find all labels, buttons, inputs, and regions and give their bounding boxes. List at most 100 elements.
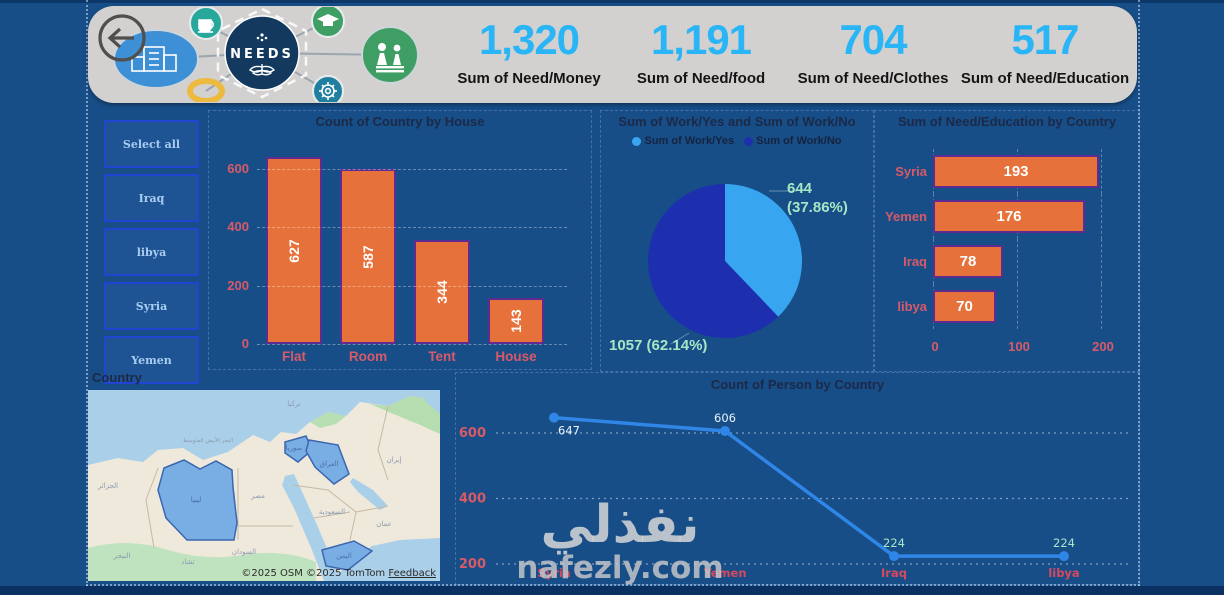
gridline <box>1101 149 1102 194</box>
map-drawing: تركيا سوريا العراق إيران الجزائر ليبيا م… <box>88 390 440 581</box>
bar-plot-area: 627 587 344 143 <box>257 141 557 344</box>
education-bar-chart[interactable]: Sum of Need/Education by Country Syria 19… <box>874 110 1140 372</box>
kpi-label: Sum of Need/Education <box>960 70 1130 87</box>
slicer-item-select-all[interactable]: Select all <box>104 120 199 168</box>
hbar-track: 78 <box>933 239 1131 284</box>
kpi-need-money[interactable]: 1,320 Sum of Need/Money <box>443 16 615 87</box>
kpi-value: 704 <box>839 16 907 63</box>
gridline <box>257 227 567 229</box>
hbar-x-axis: 0 100 200 <box>931 339 1131 355</box>
hbar-row: libya 70 <box>875 284 1131 329</box>
hbar-row: Yemen 176 <box>875 194 1131 239</box>
gridline <box>257 344 567 345</box>
hbar-category-label: Yemen <box>885 209 927 224</box>
kpi-value: 1,191 <box>650 16 752 63</box>
legend-item-yes[interactable]: Sum of Work/Yes <box>632 135 734 147</box>
hbar-track: 70 <box>933 284 1131 329</box>
logo-hexagon <box>216 7 308 99</box>
svg-text:سوريا: سوريا <box>286 444 303 452</box>
y-tick-label: 400 <box>459 492 486 507</box>
bar-room[interactable]: 587 <box>340 169 396 344</box>
pie-label-yes: 644 (37.86%) <box>787 180 848 216</box>
y-tick-label: 200 <box>459 557 486 572</box>
kpi-value: 1,320 <box>478 16 580 63</box>
line-plot-area: 600 400 200 647 606 224 224 Syria Yemen Iraq libya <box>459 411 1128 580</box>
svg-text:عمان: عمان <box>376 520 392 528</box>
kpi-need-food[interactable]: 1,191 Sum of Need/food <box>615 16 787 87</box>
svg-text:السعودية: السعودية <box>319 508 345 516</box>
bar-slot: 143 <box>479 298 553 344</box>
hbar-track: 193 <box>933 149 1131 194</box>
bar-flat[interactable]: 627 <box>266 157 322 344</box>
gear-glyph <box>319 82 337 100</box>
ring-icon <box>187 78 225 102</box>
legend-dot-yes <box>632 136 642 146</box>
y-tick-label: 600 <box>459 426 486 441</box>
back-button[interactable] <box>98 14 146 62</box>
map-canvas[interactable]: تركيا سوريا العراق إيران الجزائر ليبيا م… <box>88 390 440 581</box>
person-line-chart[interactable]: Count of Person by Country 600 400 200 647 6… <box>455 372 1140 585</box>
bar-x-axis: Flat Room Tent House <box>257 349 557 364</box>
house-bar-chart[interactable]: Count of Country by House 627 587 344 143 F… <box>208 110 592 370</box>
bar-house[interactable]: 143 <box>488 298 544 344</box>
hbar-category-label: Iraq <box>903 254 927 269</box>
map-country-yemen <box>321 540 374 571</box>
gridline <box>1101 194 1102 239</box>
pie-slice-sum-of-work-no[interactable] <box>648 184 779 338</box>
bar-value-label: 344 <box>434 280 450 304</box>
slicer-item-yemen[interactable]: Yemen <box>104 336 199 384</box>
pie-label-no: 1057 (62.14%) <box>609 337 708 354</box>
kpi-need-clothes[interactable]: 704 Sum of Need/Clothes <box>787 16 959 87</box>
map-persian-gulf <box>350 478 388 510</box>
svg-text:تركيا: تركيا <box>287 400 300 408</box>
back-arrow-icon <box>107 27 134 49</box>
map-attribution: ©2025 OSM ©2025 TomTom Feedback <box>241 568 436 579</box>
gridline <box>257 285 567 287</box>
line-series <box>553 415 1064 558</box>
legend-item-no[interactable]: Sum of Work/No <box>744 135 842 147</box>
map-country-iraq <box>305 439 350 485</box>
svg-text:النيجر: النيجر <box>113 552 131 560</box>
bar-libya[interactable]: 70 <box>933 290 996 323</box>
kpi-need-education[interactable]: 517 Sum of Need/Education <box>959 16 1131 87</box>
slicer-item-syria[interactable]: Syria <box>104 282 199 330</box>
bar-slot: 344 <box>405 240 479 344</box>
x-category-label: Yemen <box>702 566 746 580</box>
legend-dot-no <box>744 136 754 146</box>
graduation-glyph <box>317 14 339 26</box>
family-glyph <box>376 43 404 73</box>
slicer-item-libya[interactable]: libya <box>104 228 199 276</box>
point-value-label: 647 <box>558 424 580 438</box>
gridline <box>1101 239 1102 284</box>
data-point-syria[interactable] <box>549 412 559 423</box>
bottom-edge-strip <box>0 586 1224 595</box>
work-pie-chart[interactable]: Sum of Work/Yes and Sum of Work/No Sum o… <box>600 110 874 372</box>
kpi-cards: 1,320 Sum of Need/Money 1,191 Sum of Nee… <box>443 16 1131 87</box>
country-slicer: Select all Iraq libya Syria Yemen <box>104 120 199 390</box>
bar-syria[interactable]: 193 <box>933 155 1099 188</box>
y-tick-label: 200 <box>227 277 249 293</box>
map-arabian-sea <box>340 539 440 581</box>
point-value-label: 606 <box>714 411 736 425</box>
data-point-libya[interactable] <box>1059 551 1069 562</box>
bar-iraq[interactable]: 78 <box>933 245 1003 278</box>
map-country-libya <box>157 459 238 541</box>
svg-text:العراق: العراق <box>320 460 339 468</box>
bar-yemen[interactable]: 176 <box>933 200 1085 233</box>
data-point-iraq[interactable] <box>889 551 899 562</box>
svg-text:مصر: مصر <box>250 492 265 500</box>
pie-slice-sum-of-work-yes[interactable] <box>725 184 803 317</box>
header-banner: NEEDS 1,320 Sum of Need/Money 1,191 Sum … <box>88 6 1137 103</box>
slicer-item-iraq[interactable]: Iraq <box>104 174 199 222</box>
map-feedback-link[interactable]: Feedback <box>388 568 436 579</box>
svg-text:ليبيا: ليبيا <box>191 496 202 504</box>
data-point-yemen[interactable] <box>720 426 730 436</box>
bar-tent[interactable]: 344 <box>414 240 470 344</box>
svg-text:السودان: السودان <box>232 548 256 556</box>
top-edge-strip <box>0 0 1224 3</box>
map-copyright: ©2025 OSM ©2025 TomTom <box>241 568 386 579</box>
hbar-row: Iraq 78 <box>875 239 1131 284</box>
svg-text:البحر الأبيض المتوسط: البحر الأبيض المتوسط <box>183 436 234 444</box>
x-category-label: Iraq <box>881 566 907 580</box>
